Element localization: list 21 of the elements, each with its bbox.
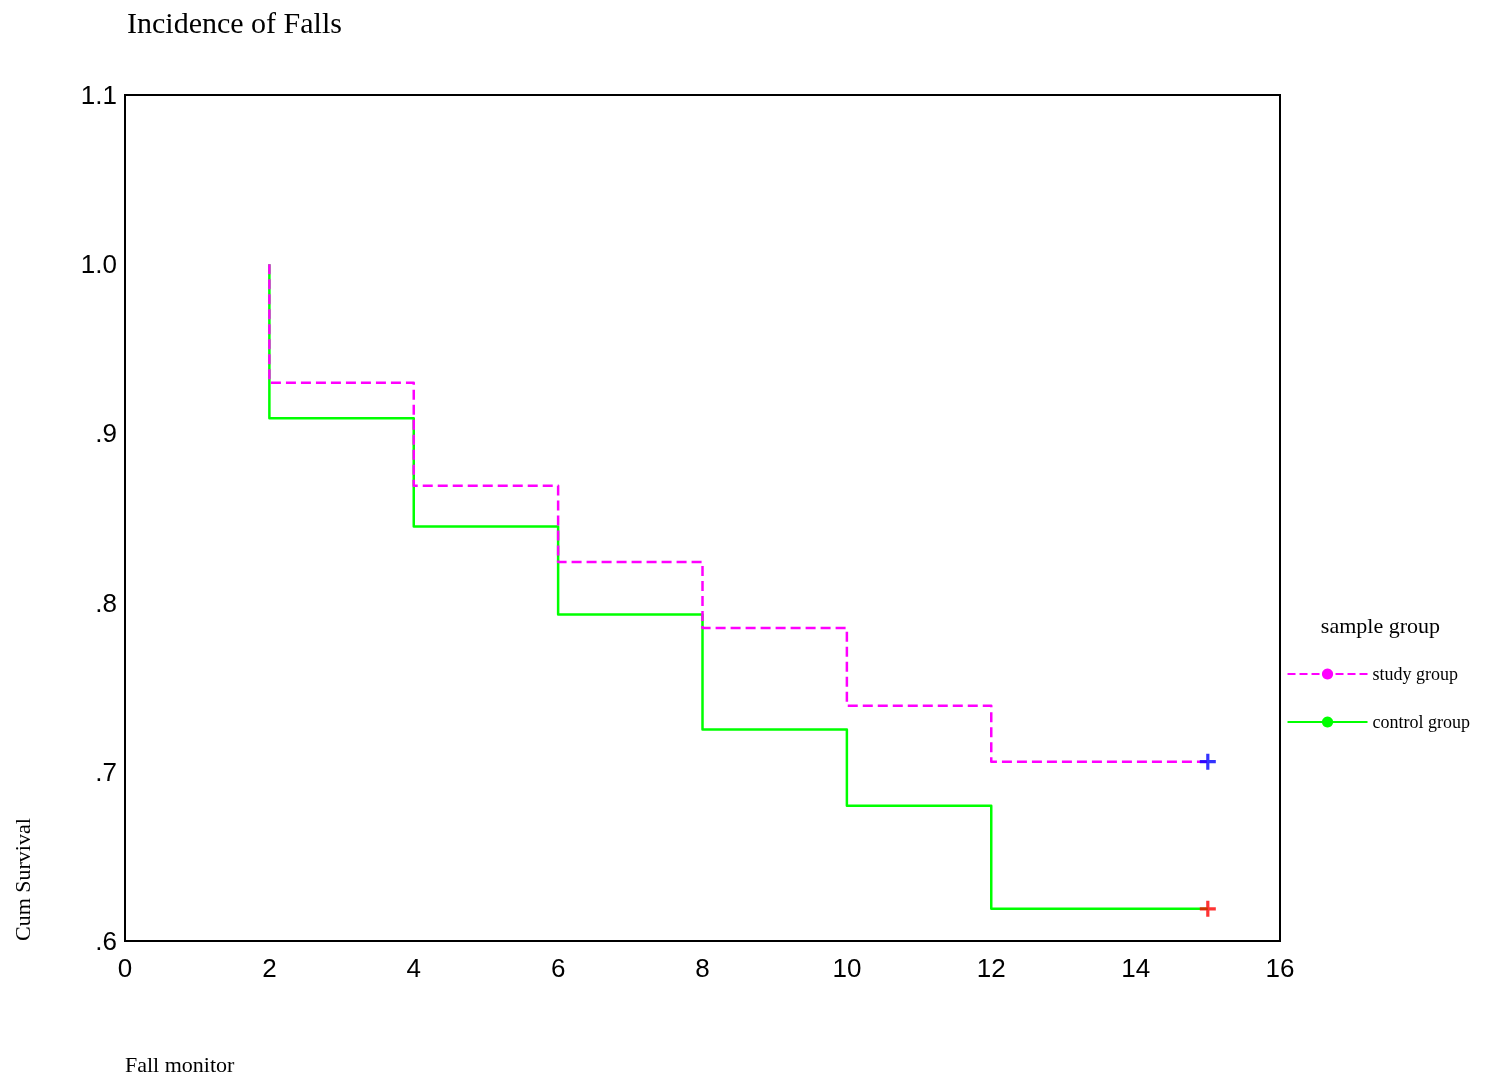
x-tick-label: 12 xyxy=(976,953,1006,983)
x-tick-label: 14 xyxy=(1121,953,1151,983)
x-tick-label: 6 xyxy=(550,953,566,983)
legend-label: control group xyxy=(1372,712,1470,732)
x-tick-label: 2 xyxy=(262,953,277,983)
y-tick-label: .9 xyxy=(95,418,117,449)
x-tick-label: 16 xyxy=(1265,953,1295,983)
chart-title: Incidence of Falls xyxy=(127,5,342,39)
y-tick-label: .7 xyxy=(95,756,117,787)
y-tick-label: .8 xyxy=(95,587,117,618)
legend-label: study group xyxy=(1372,664,1459,684)
x-tick-label: 10 xyxy=(832,953,862,983)
legend-title: sample group xyxy=(1320,612,1441,638)
y-tick-label: 1.0 xyxy=(80,249,117,280)
y-tick-label: 1.1 xyxy=(80,80,117,110)
y-axis-title: Cum Survival xyxy=(9,818,35,941)
x-axis-title: Fall monitor xyxy=(125,1051,236,1077)
x-tick-label: 0 xyxy=(117,953,133,983)
x-tick-label: 8 xyxy=(695,953,710,983)
x-tick-label: 4 xyxy=(406,953,421,983)
y-tick-label: .6 xyxy=(95,926,117,956)
